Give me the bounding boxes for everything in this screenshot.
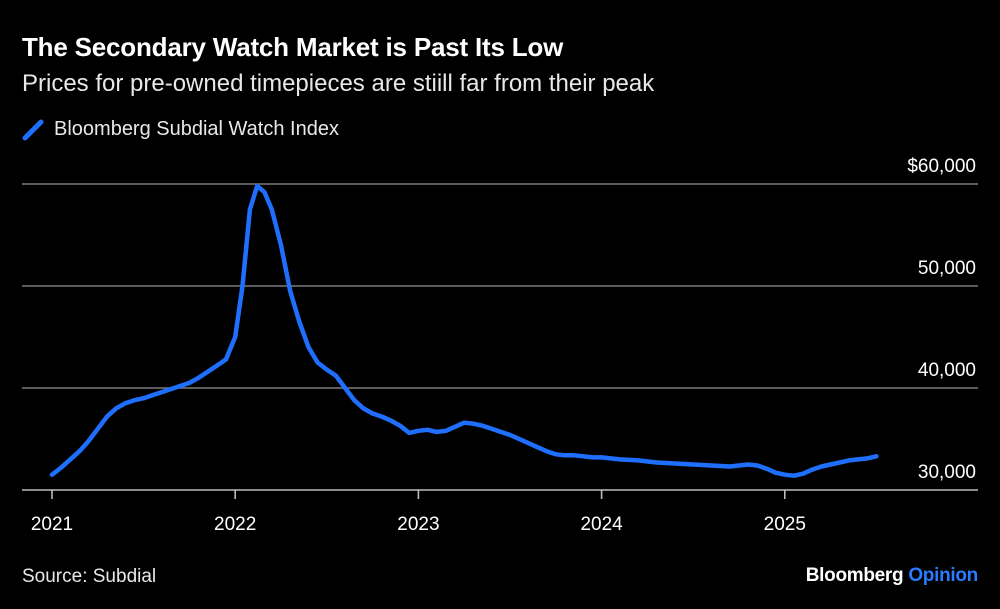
brand-main: Bloomberg xyxy=(805,565,904,586)
brand-logo: Bloomberg Opinion xyxy=(805,565,979,587)
x-tick-label: 2021 xyxy=(31,514,73,535)
x-tick-label: 2023 xyxy=(397,514,439,535)
chart-title: The Secondary Watch Market is Past Its L… xyxy=(22,32,564,62)
source-note: Source: Subdial xyxy=(22,566,157,587)
x-tick-label: 2025 xyxy=(764,514,806,535)
brand-accent: Opinion xyxy=(908,565,978,586)
x-tick-label: 2024 xyxy=(580,514,623,535)
y-tick-label: 50,000 xyxy=(918,258,976,279)
series-line-subdial-index xyxy=(49,183,879,478)
y-tick-label: $60,000 xyxy=(907,156,976,177)
y-tick-label: 30,000 xyxy=(918,462,976,483)
y-tick-label: 40,000 xyxy=(918,360,976,381)
x-tick-label: 2022 xyxy=(214,514,256,535)
legend: Bloomberg Subdial Watch Index xyxy=(22,118,339,141)
chart-subtitle: Prices for pre-owned timepieces are stii… xyxy=(22,70,655,97)
line-swatch-icon xyxy=(22,119,44,141)
legend-label: Bloomberg Subdial Watch Index xyxy=(54,118,339,140)
